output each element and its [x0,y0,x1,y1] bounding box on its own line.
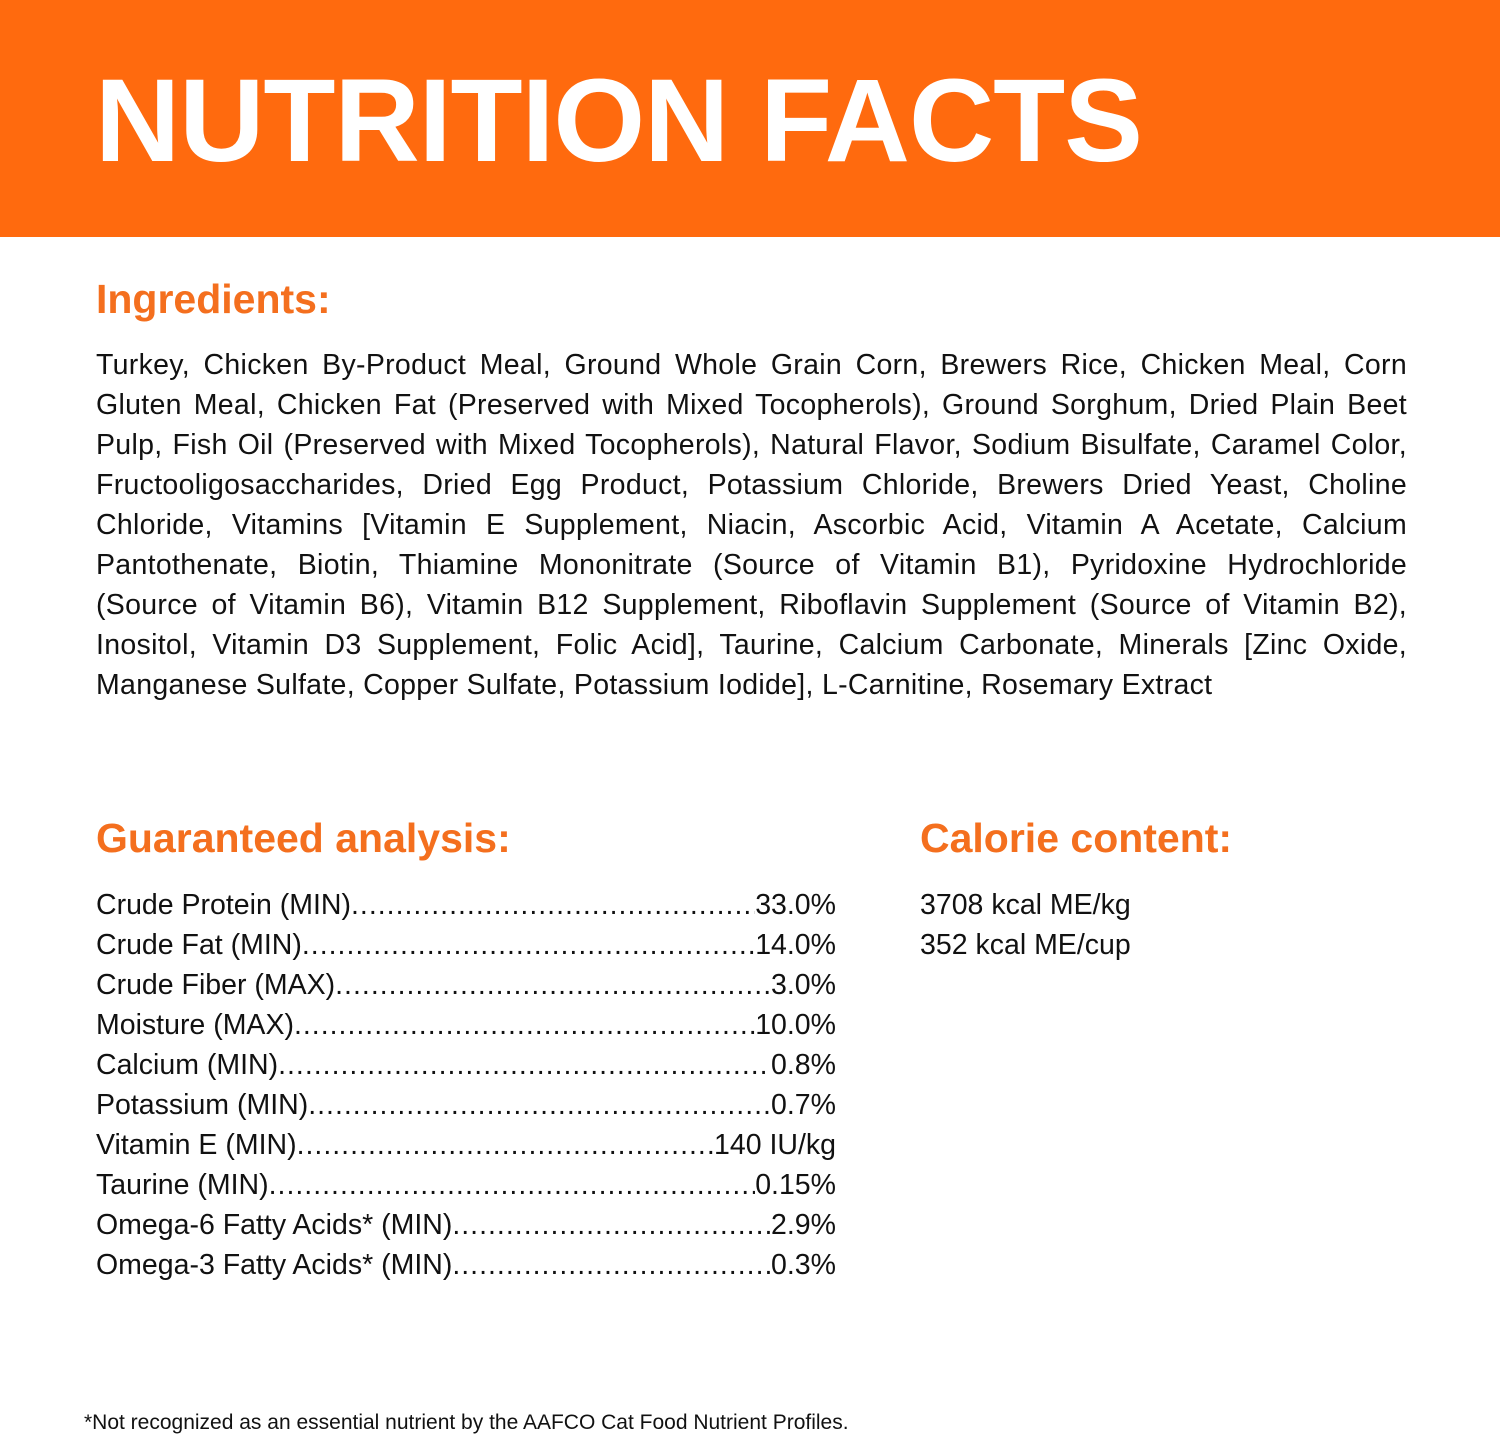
analysis-row: Potassium (MIN) 0.7% [96,1085,836,1125]
analysis-label: Crude Fiber (MAX) [96,969,336,1001]
dot-leader [351,885,755,925]
analysis-value: 10.0% [755,1009,836,1041]
analysis-value: 0.3% [771,1249,836,1281]
calorie-per-cup: 352 kcal ME/cup [920,929,1131,961]
analysis-row: Crude Fiber (MAX) 3.0% [96,965,836,1005]
analysis-label: Crude Fat (MIN) [96,929,302,961]
analysis-row: Vitamin E (MIN) 140 IU/kg [96,1125,836,1165]
analysis-row: Taurine (MIN) 0.15% [96,1165,836,1205]
analysis-row: Calcium (MIN) 0.8% [96,1045,836,1085]
ingredients-heading: Ingredients: [96,276,331,322]
dot-leader [297,1125,714,1165]
analysis-row: Crude Fat (MIN) 14.0% [96,925,836,965]
analysis-row: Omega-6 Fatty Acids* (MIN) 2.9% [96,1205,836,1245]
analysis-label: Taurine (MIN) [96,1169,269,1201]
analysis-row: Omega-3 Fatty Acids* (MIN) 0.3% [96,1245,836,1285]
analysis-value: 14.0% [755,929,836,961]
guaranteed-analysis-heading: Guaranteed analysis: [96,815,511,861]
page-title: NUTRITION FACTS [95,55,1143,187]
analysis-label: Omega-3 Fatty Acids* (MIN) [96,1249,453,1281]
dot-leader [302,925,755,965]
ingredients-text: Turkey, Chicken By-Product Meal, Ground … [96,349,1407,701]
analysis-label: Vitamin E (MIN) [96,1129,297,1161]
dot-leader [269,1165,756,1205]
analysis-label: Crude Protein (MIN) [96,889,351,921]
analysis-value: 3.0% [771,969,836,1001]
analysis-label: Moisture (MAX) [96,1009,294,1041]
dot-leader [452,1205,771,1245]
analysis-label: Potassium (MIN) [96,1089,309,1121]
header-banner: NUTRITION FACTS [0,0,1500,237]
analysis-value: 140 IU/kg [714,1129,836,1161]
analysis-value: 33.0% [755,889,836,921]
calorie-per-kg: 3708 kcal ME/kg [920,889,1131,921]
analysis-value: 0.7% [771,1089,836,1121]
dot-leader [335,965,771,1005]
analysis-row: Crude Protein (MIN) 33.0% [96,885,836,925]
dot-leader [452,1245,771,1285]
calorie-content-heading: Calorie content: [920,815,1233,861]
analysis-value: 0.15% [755,1169,836,1201]
analysis-value: 2.9% [771,1209,836,1241]
dot-leader [278,1045,771,1085]
footnote: *Not recognized as an essential nutrient… [84,1411,849,1434]
analysis-row: Moisture (MAX) 10.0% [96,1005,836,1045]
dot-leader [308,1085,771,1125]
analysis-label: Calcium (MIN) [96,1049,279,1081]
analysis-value: 0.8% [771,1049,836,1081]
calorie-content: 3708 kcal ME/kg 352 kcal ME/cup [920,885,1131,965]
analysis-label: Omega-6 Fatty Acids* (MIN) [96,1209,453,1241]
guaranteed-analysis-table: Crude Protein (MIN) 33.0% Crude Fat (MIN) 1… [96,885,836,1285]
dot-leader [294,1005,755,1045]
